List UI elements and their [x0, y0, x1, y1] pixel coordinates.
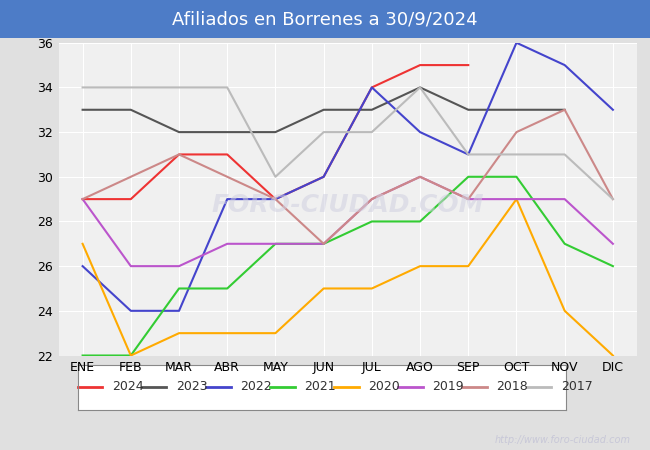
Text: Afiliados en Borrenes a 30/9/2024: Afiliados en Borrenes a 30/9/2024 — [172, 10, 478, 28]
Text: 2018: 2018 — [497, 381, 528, 393]
Text: 2021: 2021 — [304, 381, 336, 393]
Text: 2019: 2019 — [432, 381, 464, 393]
Text: 2024: 2024 — [112, 381, 144, 393]
Text: http://www.foro-ciudad.com: http://www.foro-ciudad.com — [495, 435, 630, 445]
Text: 2020: 2020 — [369, 381, 400, 393]
Text: FORO-CIUDAD.COM: FORO-CIUDAD.COM — [211, 194, 484, 217]
Text: 2023: 2023 — [176, 381, 208, 393]
Text: 2017: 2017 — [560, 381, 592, 393]
Text: 2022: 2022 — [240, 381, 272, 393]
